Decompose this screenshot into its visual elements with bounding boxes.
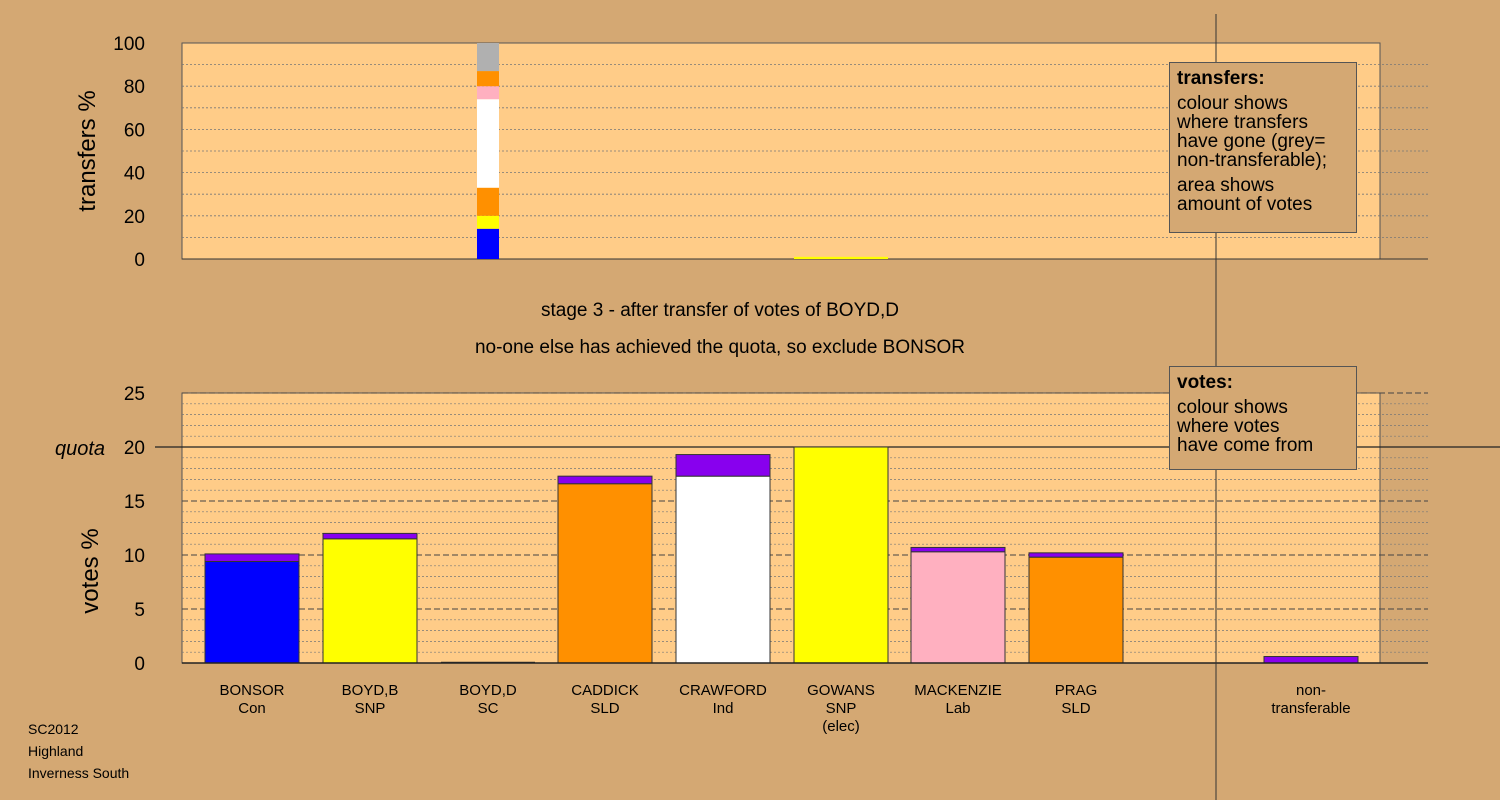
non-transferable-label-line: non- (1295, 682, 1327, 699)
candidate-label: CRAWFORD Ind (663, 682, 783, 718)
candidate-label-line: MACKENZIE (914, 682, 1002, 699)
candidate-label-line: (elec) (822, 718, 860, 735)
candidate-label-line: Ind (712, 700, 734, 717)
candidate-bar-transfers (322, 532, 418, 540)
candidate-bar-transfers (675, 454, 771, 477)
transfers-tick-label: 20 (124, 207, 145, 228)
candidate-bar-first-prefs (793, 446, 889, 664)
transfers-legend-line: area shows (1177, 175, 1275, 196)
votes-tick-label: 0 (134, 654, 145, 675)
transfers-legend-title: transfers: (1177, 68, 1265, 89)
candidate-label-line: SC (477, 700, 499, 717)
candidate-bar-first-prefs (675, 475, 771, 664)
candidate-label: GOWANS SNP (elec) (781, 682, 901, 736)
votes-tick-label: 10 (124, 546, 145, 567)
votes-legend-line: colour shows (1177, 397, 1288, 418)
transfers-legend-line: amount of votes (1177, 194, 1313, 215)
candidate-label-line: BOYD,B (341, 682, 399, 699)
transfers-tick-label: 100 (113, 34, 145, 55)
non-transferable-label-line: transferable (1271, 700, 1351, 717)
candidate-bar-transfers (1028, 552, 1124, 558)
candidate-label-line: Lab (945, 700, 971, 717)
candidate-bar-transfers (557, 475, 653, 485)
stage-title: stage 3 - after transfer of votes of BOY… (541, 300, 899, 321)
transfers-legend-line: colour shows (1177, 93, 1288, 114)
transfer-segment-mackenzie (477, 86, 499, 100)
candidate-label-line: PRAG (1054, 682, 1098, 699)
transfer-segment-non-transferable (477, 43, 499, 72)
transfer-segment-prag (477, 71, 499, 87)
transfer-segment-bonsor (477, 228, 499, 259)
candidate-bar-transfers (204, 553, 300, 562)
transfers-legend-line: non-transferable); (1177, 150, 1327, 171)
transfers-legend-line: where transfers (1177, 112, 1308, 133)
transfers-tick-label: 40 (124, 164, 145, 185)
candidate-label-line: BOYD,D (459, 682, 517, 699)
votes-legend-line: where votes (1177, 416, 1280, 437)
candidate-label: BOYD,D SC (428, 682, 548, 718)
transfer-segment-boyd-b (477, 215, 499, 229)
candidate-bar-first-prefs (557, 483, 653, 664)
votes-legend: votes: colour shows where votes have com… (1169, 366, 1357, 470)
transfer-segment-caddick (477, 187, 499, 216)
transfers-tick-label: 80 (124, 77, 145, 98)
candidate-label-line: GOWANS (807, 682, 875, 699)
candidate-label: BOYD,B SNP (310, 682, 430, 718)
votes-tick-label: 25 (124, 384, 145, 405)
candidate-bar-first-prefs (910, 551, 1006, 664)
quota-label: quota (55, 438, 105, 460)
candidate-label-line: SNP (354, 700, 386, 717)
votes-legend-title: votes: (1177, 372, 1233, 393)
candidate-label-line: SLD (1061, 700, 1091, 717)
stage-subtitle: no-one else has achieved the quota, so e… (474, 337, 966, 358)
candidate-label-line: CRAWFORD (679, 682, 767, 699)
transfers-axis-label: transfers % (74, 90, 101, 211)
transfers-tick-label: 60 (124, 120, 145, 141)
transfers-legend: transfers: colour shows where transfers … (1169, 62, 1357, 233)
transfer-segment-crawford (477, 99, 499, 188)
candidate-label-line: BONSOR (219, 682, 285, 699)
candidate-label-line: SLD (590, 700, 620, 717)
candidate-bar-first-prefs (322, 538, 418, 664)
footer-election: SC2012 (28, 721, 79, 737)
candidate-label: PRAG SLD (1016, 682, 1136, 718)
candidate-label: BONSOR Con (192, 682, 312, 718)
candidate-bar-first-prefs (1028, 556, 1124, 664)
transfers-legend-line: have gone (grey= (1177, 131, 1326, 152)
footer-council: Highland (28, 743, 84, 759)
candidate-bar-transfers (910, 546, 1006, 553)
candidate-label-line: Con (238, 700, 266, 717)
transfer-segment-gowans (794, 256, 888, 259)
votes-axis-label: votes % (77, 528, 104, 613)
votes-tick-label: 20 (124, 438, 145, 459)
candidate-label: CADDICK SLD (545, 682, 665, 718)
footer: SC2012 Highland Inverness South (28, 718, 129, 784)
transfers-tick-label: 0 (134, 250, 145, 271)
votes-tick-label: 15 (124, 492, 145, 513)
candidate-label: MACKENZIE Lab (898, 682, 1018, 718)
candidate-bar-first-prefs (204, 560, 300, 664)
candidate-label-line: CADDICK (571, 682, 639, 699)
non-transferable-bar (1263, 656, 1359, 664)
votes-tick-label: 5 (134, 600, 145, 621)
footer-ward: Inverness South (28, 765, 130, 781)
votes-legend-line: have come from (1177, 435, 1314, 456)
candidate-label-line: SNP (825, 700, 857, 717)
non-transferable-label: non-transferable (1251, 682, 1371, 718)
